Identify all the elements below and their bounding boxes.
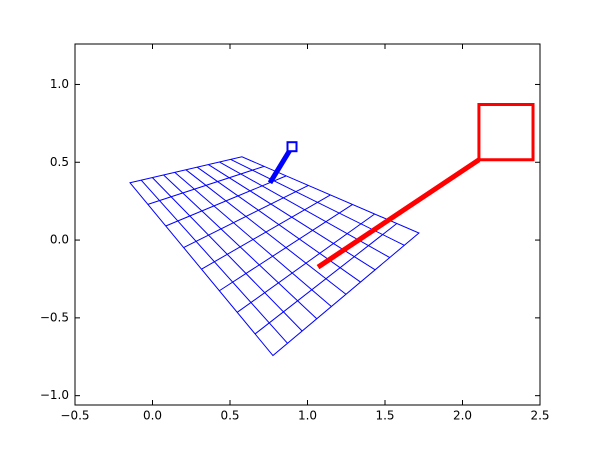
series-line bbox=[316, 157, 481, 270]
series-line bbox=[477, 103, 535, 162]
mesh-line bbox=[183, 184, 309, 249]
x-tick-label: −0.5 bbox=[60, 409, 89, 423]
mesh-line bbox=[147, 165, 265, 205]
plot-area bbox=[75, 44, 540, 405]
mesh-line bbox=[165, 175, 287, 227]
y-tick-label: −0.5 bbox=[40, 310, 69, 324]
mesh-line bbox=[219, 204, 353, 292]
y-tick-label: 0.5 bbox=[50, 155, 69, 169]
series-line bbox=[267, 145, 295, 185]
x-tick-label: 1.5 bbox=[375, 409, 394, 423]
axes-frame bbox=[74, 43, 541, 406]
x-tick-label: 0.0 bbox=[143, 409, 162, 423]
x-tick-label: 2.0 bbox=[453, 409, 472, 423]
mesh-line bbox=[201, 194, 331, 270]
y-tick-label: 1.0 bbox=[50, 77, 69, 91]
x-tick-label: 0.5 bbox=[220, 409, 239, 423]
mesh-line bbox=[254, 223, 398, 335]
series-line bbox=[129, 156, 420, 357]
marker bbox=[286, 141, 298, 153]
y-tick-label: 0.0 bbox=[50, 233, 69, 247]
mesh-line bbox=[236, 213, 375, 313]
x-tick-label: 2.5 bbox=[530, 409, 549, 423]
x-tick-label: 1.0 bbox=[298, 409, 317, 423]
y-tick-label: −1.0 bbox=[40, 388, 69, 402]
